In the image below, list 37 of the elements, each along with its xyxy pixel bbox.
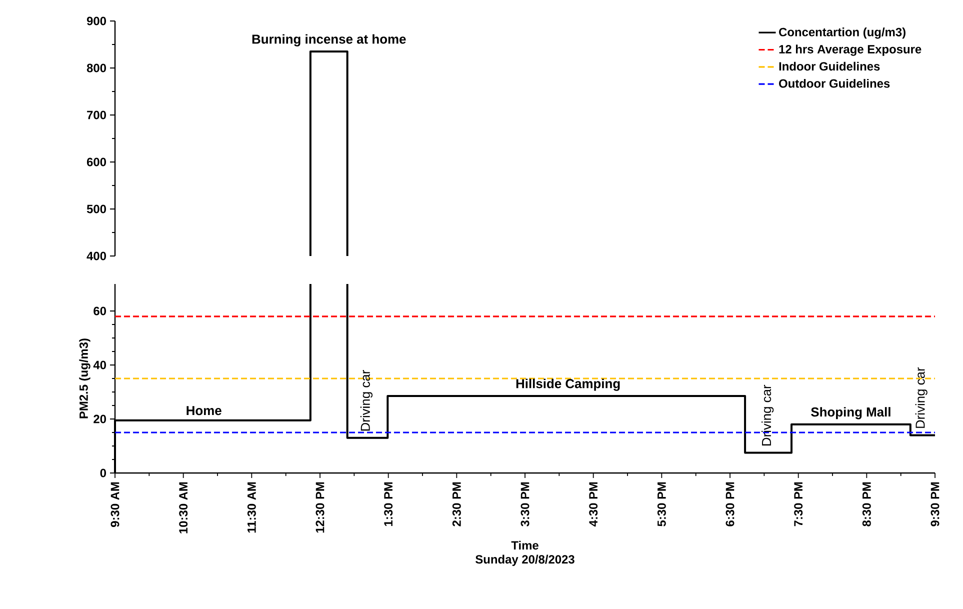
text: 12 hrs Average Exposure xyxy=(779,44,922,56)
y-tick-label: 700 xyxy=(87,110,106,120)
y-tick-label: 0 xyxy=(100,468,106,478)
x-tick-label: 12:30 PM xyxy=(316,482,324,533)
y-tick-label: 800 xyxy=(86,64,106,72)
annotation: Hillside Camping xyxy=(516,378,620,391)
x-tick-label: 9:30 AM xyxy=(110,482,120,527)
text: Indoor Guidelines xyxy=(779,62,880,71)
y-tick-label: 500 xyxy=(86,204,106,214)
y-axis-title: PM2.5 (ug/m3) xyxy=(79,338,90,418)
annotation: Driving car xyxy=(762,384,774,446)
annotation: Burning incense at home xyxy=(252,34,406,46)
x-axis-title: Time xyxy=(511,540,538,550)
y-tick-label: 20 xyxy=(94,414,106,424)
y-tick-label: 60 xyxy=(94,306,106,316)
y-tick-label: 400 xyxy=(86,252,106,260)
annotation: Driving car xyxy=(915,367,928,428)
x-tick-label: 9:30 PM xyxy=(930,482,940,526)
annotation: Home xyxy=(186,406,222,416)
x-tick-label: 3:30 PM xyxy=(520,482,530,526)
x-tick-label: 1:30 PM xyxy=(384,482,393,526)
y-tick-label: 600 xyxy=(86,158,106,166)
x-tick-label: 6:30 PM xyxy=(726,482,734,526)
x-tick-label: 7:30 PM xyxy=(794,482,803,526)
x-tick-label: 11:30 AM xyxy=(247,482,256,533)
x-tick-label: 4:30 PM xyxy=(589,482,598,527)
text: Outdoor Guidelines xyxy=(779,78,890,88)
annotation: Shoping Mall xyxy=(811,407,890,420)
x-tick-label: 2:30 PM xyxy=(452,482,461,526)
y-tick-label: 900 xyxy=(86,16,106,26)
annotation: Driving car xyxy=(360,370,373,431)
text: Sunday 20/8/2023 xyxy=(476,554,574,566)
x-tick-label: 5:30 PM xyxy=(657,482,666,526)
y-tick-label: 40 xyxy=(93,360,106,370)
legend-label: Concentartion (ug/m3) xyxy=(779,28,906,39)
x-tick-label: 10:30 AM xyxy=(179,482,188,534)
x-tick-label: 8:30 PM xyxy=(862,482,871,526)
